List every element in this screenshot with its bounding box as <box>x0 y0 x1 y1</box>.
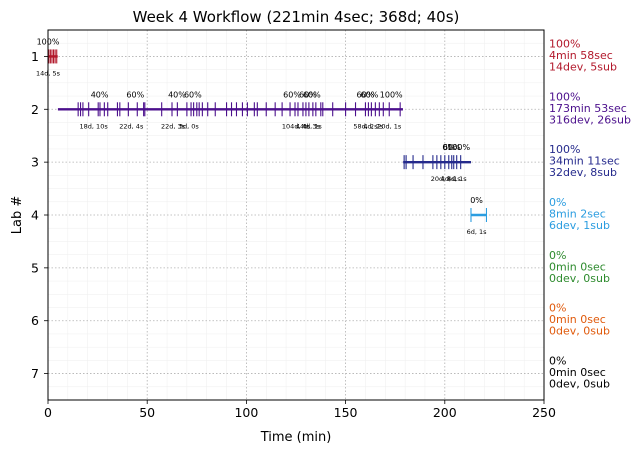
lab-2-score-label: 60% <box>184 90 202 99</box>
lab-2-dev-label: 22d, 3s <box>161 122 186 130</box>
x-axis-label: Time (min) <box>260 430 332 445</box>
lab-5-summary-line: 0dev, 0sub <box>549 272 610 285</box>
lab-3-summary-line: 34min 11sec <box>549 155 620 168</box>
lab-3-summary-line: 100% <box>549 143 580 156</box>
y-tick-label: 3 <box>31 155 39 170</box>
y-tick-label: 5 <box>31 260 39 275</box>
lab-4-dev-label: 6d, 1s <box>467 228 488 236</box>
lab-2-score-label: 100% <box>380 90 403 99</box>
lab-4-summary-line: 8min 2sec <box>549 208 606 221</box>
lab-2-score-label: 60% <box>357 90 375 99</box>
lab-2-score-label: 60% <box>303 90 321 99</box>
lab-3-summary-line: 32dev, 8sub <box>549 166 617 179</box>
lab-7-summary-line: 0dev, 0sub <box>549 378 610 391</box>
x-tick-label: 150 <box>334 405 358 420</box>
lab-2-score-label: 60% <box>299 90 317 99</box>
lab-2-dev-label: 4d, 1s <box>302 122 323 130</box>
lab-3-score-label: 0% <box>442 143 455 152</box>
lab-2-score-label: 60% <box>361 90 379 99</box>
x-tick-label: 200 <box>433 405 457 420</box>
lab-2-dev-label: 3d, 0s <box>179 122 200 130</box>
lab-6-summary-line: 0dev, 0sub <box>549 325 610 338</box>
y-tick-label: 7 <box>31 366 39 381</box>
lab-1-summary-line: 100% <box>549 37 580 50</box>
lab-2-dev-label: 22d, 4s <box>119 122 144 130</box>
lab-2-summary-line: 100% <box>549 90 580 103</box>
y-tick-label: 4 <box>31 208 39 223</box>
lab-2-dev-label: 18d, 10s <box>80 122 109 130</box>
y-axis-label: Lab # <box>10 196 25 235</box>
plot-grid <box>47 30 545 400</box>
lab-2-dev-label: 58d, 2s <box>353 122 378 130</box>
lab-4-summary-line: 0% <box>549 196 566 209</box>
lab-6-summary-line: 0min 0sec <box>549 313 606 326</box>
lab-2-dev-label: 104d, 4s <box>282 122 311 130</box>
lab-2-dev-label: 4d, 2s <box>363 122 384 130</box>
chart-title: Week 4 Workflow (221min 4sec; 368d; 40s) <box>133 8 460 26</box>
lab-2-score-label: 60% <box>283 90 301 99</box>
x-tick-label: 100 <box>234 405 258 420</box>
lab-2-dev-label: 20d, 1s <box>377 122 402 130</box>
lab-2-score-label: 40% <box>168 90 186 99</box>
y-tick-label: 6 <box>31 313 39 328</box>
x-tick-label: 50 <box>139 405 155 420</box>
lab-4-score-label: 0% <box>470 196 483 205</box>
axis-ticks: 0 50 100 150 200 250 1 2 3 4 5 6 7 <box>31 49 556 420</box>
lab-7-summary-line: 0% <box>549 355 566 368</box>
lab-2-dev-label: 44d, 3s <box>296 122 321 130</box>
lab-4-summary-line: 6dev, 1sub <box>549 219 610 232</box>
lab-3-dev-label: 20d, 4s <box>431 175 456 183</box>
lab-1-summary-line: 14dev, 5sub <box>549 60 617 73</box>
lab-3-score-label: 60% <box>443 143 461 152</box>
lab-3-score-label: 100% <box>447 143 470 152</box>
lab-1-summary-line: 4min 58sec <box>549 49 613 62</box>
lab-2-score-label: 60% <box>126 90 144 99</box>
y-tick-label: 2 <box>31 102 39 117</box>
lab-3-dev-label: 4d, 1s <box>441 175 462 183</box>
lab-5-summary-line: 0min 0sec <box>549 260 606 273</box>
lab-2-score-label: 40% <box>91 90 109 99</box>
x-tick-label: 0 <box>44 405 52 420</box>
lab-7-summary-line: 0min 0sec <box>549 366 606 379</box>
lab-6-summary-line: 0% <box>549 302 566 315</box>
lab-2-summary-line: 316dev, 26sub <box>549 113 631 126</box>
lab-2-summary-line: 173min 53sec <box>549 102 627 115</box>
y-tick-label: 1 <box>31 49 39 64</box>
lab-3-dev-label: 8d, 1s <box>447 175 468 183</box>
x-tick-label: 250 <box>532 405 556 420</box>
lab-5-summary-line: 0% <box>549 249 566 262</box>
